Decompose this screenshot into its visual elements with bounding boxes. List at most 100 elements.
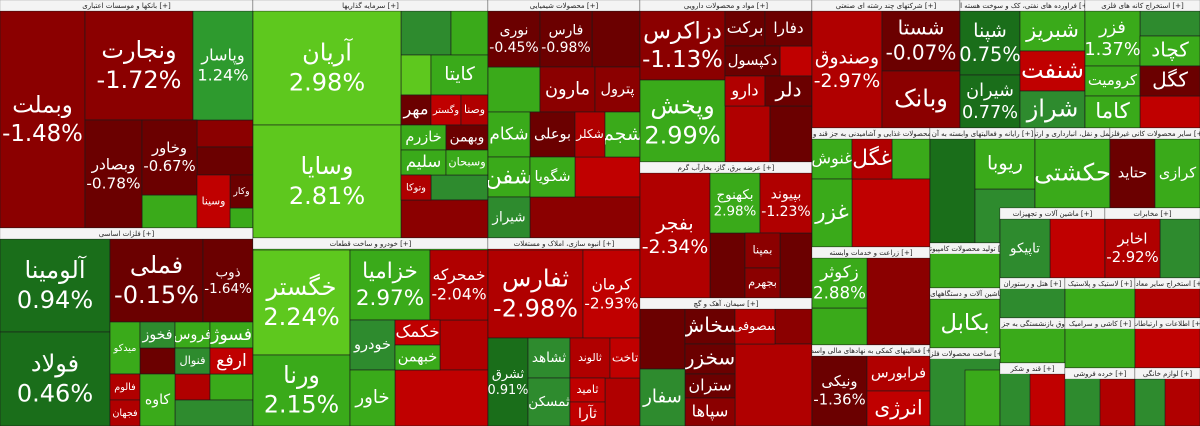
stock-tile[interactable]	[764, 10, 813, 47]
stock-tile[interactable]	[400, 174, 432, 201]
sector-title[interactable]: خرده فروشی [+]	[1073, 370, 1126, 378]
sector-title[interactable]: خودرو و ساخت قطعات [+]	[330, 240, 412, 248]
stock-tile[interactable]	[445, 149, 489, 176]
sector-title[interactable]: شرکتهای چند رشته ای صنعتی [+]	[836, 2, 937, 10]
stock-tile[interactable]	[445, 124, 489, 151]
sector-title[interactable]: فلزات اساسی [+]	[99, 230, 155, 238]
sector-title[interactable]: رایانه و فعالیتهای وابسته به آن [+]	[932, 129, 1034, 138]
stock-tile[interactable]	[394, 344, 441, 371]
stock-tile[interactable]	[684, 308, 736, 345]
stock-tile[interactable]	[487, 249, 584, 339]
stock-tile[interactable]	[959, 74, 1021, 129]
sector-title[interactable]: محصولات شیمیایی [+]	[530, 2, 599, 10]
sector-title[interactable]: بیمه وصندوق بازنشستگی به جز تامین اجتماع…	[957, 319, 1107, 328]
stock-tile[interactable]	[527, 377, 571, 426]
sector-title[interactable]: فعالیتهای کمکی به نهادهای مالی واسط [+]	[808, 347, 935, 355]
stock-tile[interactable]	[604, 111, 641, 158]
sector-title[interactable]: لاستیک و پلاستیک [+]	[1068, 280, 1132, 288]
stock-tile[interactable]	[759, 172, 813, 234]
stock-tile[interactable]	[639, 172, 711, 299]
stock-tile[interactable]	[487, 196, 531, 239]
stock-tile[interactable]	[569, 401, 606, 426]
stock-tile[interactable]	[394, 319, 441, 346]
sector-title[interactable]: استخراج سایر معادن [+]	[1130, 280, 1200, 288]
stock-tile[interactable]	[202, 238, 254, 323]
stock-tile[interactable]	[252, 10, 402, 126]
sector-title[interactable]: ماشین آلات و دستگاههای برقی [+]	[913, 289, 1017, 298]
stock-tile[interactable]	[811, 10, 883, 129]
stock-tile[interactable]	[1104, 218, 1161, 279]
stock-tile[interactable]	[349, 319, 396, 371]
stock-tile[interactable]	[209, 347, 254, 375]
sector-title[interactable]: فراورده های نفتی، کک و سوخت هسته ای [+]	[955, 2, 1091, 10]
stock-tile[interactable]	[252, 124, 402, 239]
sector-title[interactable]: سرمایه گذاریها [+]	[342, 1, 399, 10]
sector-title[interactable]: تولید محصولات کامپیوتری [+]	[921, 245, 1010, 253]
stock-tile[interactable]	[724, 10, 766, 47]
stock-tile[interactable]	[734, 308, 776, 345]
stock-tile[interactable]	[569, 337, 611, 379]
stock-tile[interactable]	[1019, 10, 1086, 52]
sector-title[interactable]: حمل و نقل، انبارداری و ارتباطات [+]	[1018, 130, 1128, 138]
stock-tile[interactable]	[851, 138, 893, 180]
sector-title[interactable]: کاشی و سرامیک [+]	[1069, 320, 1132, 328]
stock-tile[interactable]	[866, 390, 931, 426]
stock-tile[interactable]	[811, 138, 853, 180]
stock-tile[interactable]	[811, 355, 868, 426]
sector-title[interactable]: سایر محصولات کانی غیرفلزی [+]	[1105, 130, 1200, 138]
stock-tile[interactable]	[109, 238, 204, 323]
stock-tile[interactable]	[639, 10, 726, 81]
sector-title[interactable]: عرضه برق، گاز، بخارآب گرم [+]	[678, 163, 775, 172]
sector-title[interactable]: مواد و محصولات دارویی [+]	[684, 2, 768, 10]
stock-tile[interactable]	[487, 10, 541, 68]
stock-tile[interactable]	[974, 138, 1036, 190]
stock-tile[interactable]	[639, 79, 726, 163]
stock-tile[interactable]	[192, 10, 254, 121]
stock-tile[interactable]	[0, 331, 111, 426]
sector-title[interactable]: هتل و رستوران [+]	[1004, 280, 1062, 288]
stock-tile[interactable]	[349, 249, 431, 321]
sector-title[interactable]: استخراج کانه های فلزی [+]	[1101, 2, 1184, 10]
sector-title[interactable]: ساخت محصولات فلزی [+]	[925, 350, 1006, 358]
sector-title[interactable]: زراعت و خدمات وابسته [+]	[829, 249, 912, 257]
stock-tile[interactable]	[429, 249, 489, 321]
stock-tile[interactable]	[487, 156, 531, 198]
stock-tile[interactable]	[0, 10, 86, 229]
stock-tile[interactable]	[1154, 138, 1200, 209]
sector-title[interactable]: انبوه سازی، املاک و مستغلات [+]	[514, 240, 615, 248]
stock-tile[interactable]	[1019, 50, 1086, 92]
sector-title[interactable]: لوازم خانگی [+]	[1143, 369, 1193, 378]
sector-title[interactable]: مخابرات [+]	[1133, 210, 1172, 218]
stock-tile[interactable]	[881, 70, 961, 129]
stock-tile[interactable]	[684, 397, 736, 426]
stock-tile[interactable]	[1139, 35, 1200, 67]
stock-tile[interactable]	[1034, 138, 1111, 209]
stock-tile[interactable]	[487, 337, 529, 426]
stock-tile[interactable]	[349, 369, 396, 426]
stock-tile[interactable]	[209, 321, 254, 349]
stock-tile[interactable]	[1139, 65, 1200, 97]
stock-tile[interactable]	[569, 377, 606, 403]
stock-tile[interactable]	[684, 343, 736, 375]
stock-tile[interactable]	[400, 94, 432, 126]
stock-tile[interactable]	[639, 368, 686, 426]
stock-tile[interactable]	[252, 249, 351, 356]
stock-tile[interactable]	[529, 156, 576, 198]
stock-tile[interactable]	[84, 119, 143, 229]
sector-title[interactable]: بانکها و موسسات اعتباری [+]	[82, 2, 171, 10]
stock-tile[interactable]	[1084, 10, 1141, 67]
sector-title[interactable]: سیمان، آهک و گچ [+]	[694, 299, 759, 308]
stock-tile[interactable]	[811, 178, 853, 248]
stock-tile[interactable]	[109, 399, 141, 426]
stock-tile[interactable]	[1084, 95, 1141, 129]
stock-tile[interactable]	[196, 174, 231, 229]
stock-tile[interactable]	[139, 321, 176, 349]
stock-tile[interactable]	[539, 66, 596, 113]
stock-tile[interactable]	[929, 298, 1001, 349]
sector-title[interactable]: محصولات غذایی و آشامیدنی به جز قند و شکر…	[796, 129, 945, 138]
stock-tile[interactable]	[400, 149, 447, 176]
stock-tile[interactable]	[139, 373, 176, 426]
stock-tile[interactable]	[724, 45, 781, 77]
stock-tile[interactable]	[109, 321, 141, 375]
stock-tile[interactable]	[609, 337, 641, 379]
